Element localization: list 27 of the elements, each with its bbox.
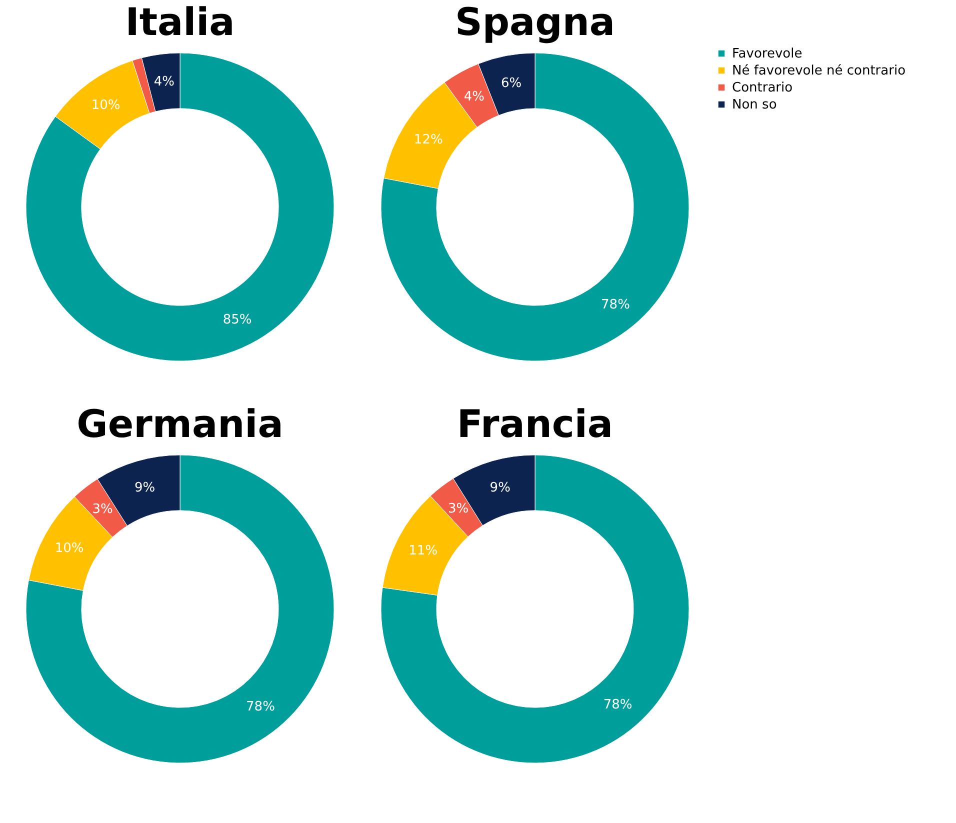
data-label: 85% [222, 312, 252, 328]
legend-label: Non so [732, 98, 777, 112]
data-label: 10% [91, 98, 120, 113]
data-label: 78% [246, 699, 275, 714]
data-label: 4% [154, 74, 174, 90]
data-label: 9% [134, 480, 156, 496]
legend-label: Favorevole [732, 46, 802, 62]
chart-title: Italia [125, 0, 235, 44]
data-label: 12% [414, 132, 443, 148]
legend-label: Né favorevole né contrario [732, 64, 906, 78]
chart-title: Francia [456, 402, 614, 446]
donut-slice [380, 454, 690, 764]
data-label: 6% [501, 76, 522, 91]
data-label: 10% [54, 541, 84, 556]
data-label: 3% [92, 502, 113, 518]
data-label: 78% [603, 697, 632, 712]
data-label: 78% [601, 297, 630, 312]
chart-title: Germania [76, 402, 284, 446]
data-label: 9% [490, 480, 510, 496]
legend-label: Contrario [732, 80, 793, 96]
donut-slice [26, 52, 334, 362]
data-label: 4% [464, 89, 484, 104]
donut-slice [381, 52, 690, 362]
donut-slice [26, 454, 334, 764]
data-label: 3% [448, 502, 469, 517]
chart-title: Spagna [454, 0, 616, 44]
data-label: 11% [408, 543, 438, 558]
